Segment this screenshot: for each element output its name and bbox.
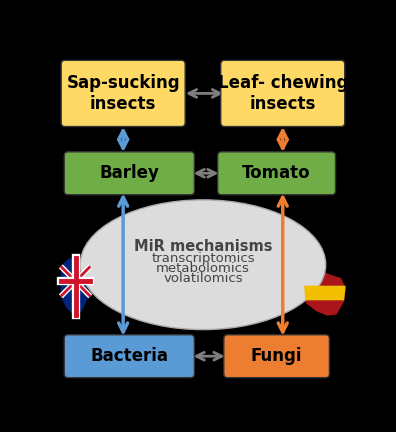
FancyBboxPatch shape (221, 60, 345, 127)
Text: Bacteria: Bacteria (90, 347, 168, 365)
FancyBboxPatch shape (64, 335, 194, 378)
Text: MiR mechanisms: MiR mechanisms (134, 239, 272, 254)
Text: Sap-sucking
insects: Sap-sucking insects (67, 74, 180, 113)
Text: metabolomics: metabolomics (156, 262, 250, 275)
Polygon shape (304, 286, 346, 300)
Text: transcriptomics: transcriptomics (151, 252, 255, 265)
Text: Leaf- chewing
insects: Leaf- chewing insects (217, 74, 348, 113)
Text: Barley: Barley (99, 164, 159, 182)
Polygon shape (303, 270, 346, 316)
Text: volatilomics: volatilomics (163, 272, 243, 285)
Text: Tomato: Tomato (242, 164, 311, 182)
Ellipse shape (80, 200, 326, 330)
FancyBboxPatch shape (218, 152, 335, 195)
Polygon shape (60, 258, 90, 314)
Text: Fungi: Fungi (251, 347, 303, 365)
FancyBboxPatch shape (224, 335, 329, 378)
FancyBboxPatch shape (64, 152, 194, 195)
FancyBboxPatch shape (61, 60, 185, 127)
